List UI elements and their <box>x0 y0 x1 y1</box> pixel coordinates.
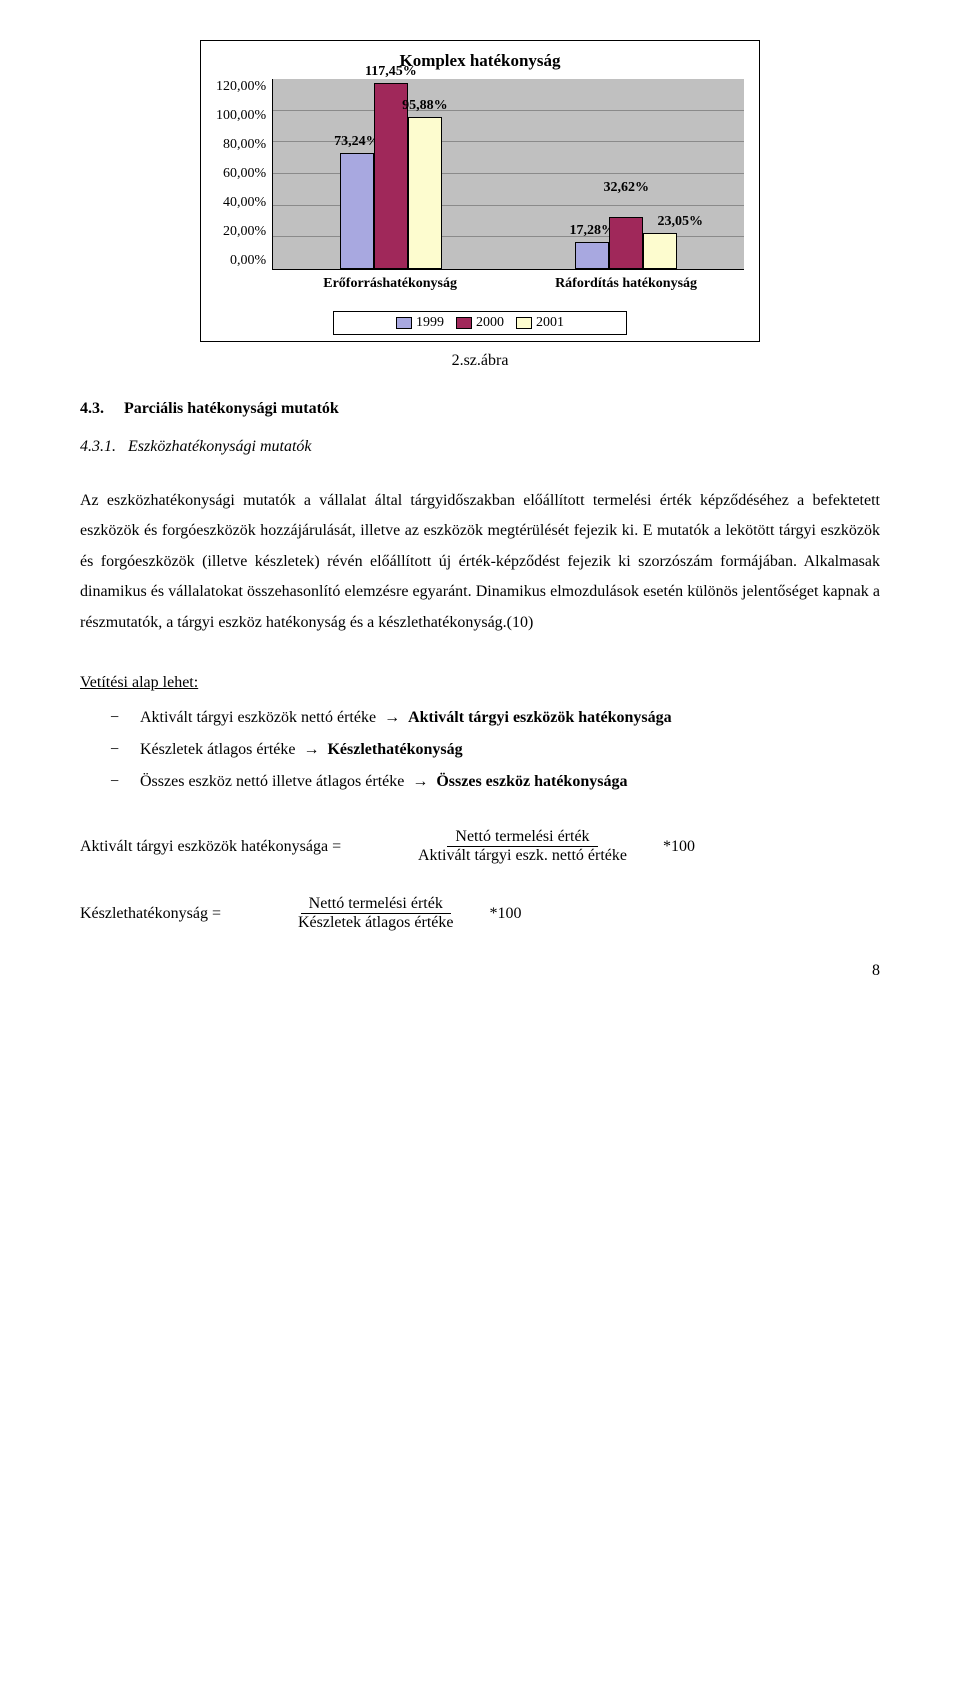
legend-label: 2000 <box>476 315 504 331</box>
bar: 95,88% <box>408 117 442 269</box>
list-item-left: Összes eszköz nettó illetve átlagos érté… <box>140 773 404 790</box>
list-item: Készletek átlagos értéke → Készlethatéko… <box>110 734 880 766</box>
list-item-right: Készlethatékonyság <box>327 741 462 758</box>
bar-value-label: 73,24% <box>334 134 380 150</box>
list-item-right: Aktivált tárgyi eszközök hatékonysága <box>408 709 672 726</box>
formula-1-numerator: Nettó termelési érték <box>447 828 597 847</box>
legend-item: 1999 <box>396 315 444 331</box>
formula-1-denominator: Aktivált tárgyi eszk. nettó értéke <box>410 847 635 865</box>
legend-swatch <box>456 317 472 329</box>
bar: 73,24% <box>340 153 374 269</box>
chart-body: 120,00% 100,00% 80,00% 60,00% 40,00% 20,00% 0,… <box>216 79 744 299</box>
subsection-number: 4.3.1. <box>80 438 116 455</box>
figure-caption: 2.sz.ábra <box>80 352 880 370</box>
y-tick: 100,00% <box>216 108 266 124</box>
formula-1-lhs: Aktivált tárgyi eszközök hatékonysága = <box>80 838 400 856</box>
y-tick: 0,00% <box>230 253 266 269</box>
formula-1: Aktivált tárgyi eszközök hatékonysága = … <box>80 828 880 865</box>
formula-2-denominator: Készletek átlagos értéke <box>290 914 461 932</box>
bar-value-label: 32,62% <box>604 180 650 196</box>
x-tick: Erőforráshatékonyság <box>272 276 508 292</box>
formula-1-suffix: *100 <box>663 838 695 856</box>
legend-item: 2000 <box>456 315 504 331</box>
legend-swatch <box>516 317 532 329</box>
bar-group: 73,24%117,45%95,88% <box>273 79 508 269</box>
chart-frame: Komplex hatékonyság 120,00% 100,00% 80,00%… <box>200 40 760 342</box>
arrow-icon: → <box>380 709 404 726</box>
legend: 1999 2000 2001 <box>333 311 627 335</box>
bar: 17,28% <box>575 242 609 269</box>
list-item-left: Készletek átlagos értéke <box>140 741 295 758</box>
formula-2-fraction: Nettó termelési érték Készletek átlagos … <box>290 895 461 932</box>
y-tick: 40,00% <box>223 195 266 211</box>
section-heading: 4.3. Parciális hatékonysági mutatók <box>80 400 880 418</box>
subsection-heading: 4.3.1. Eszközhatékonysági mutatók <box>80 438 880 456</box>
bullet-list: Aktivált tárgyi eszközök nettó értéke → … <box>80 702 880 798</box>
subsection-title: Eszközhatékonysági mutatók <box>128 438 312 455</box>
formula-2-numerator: Nettó termelési érték <box>301 895 451 914</box>
y-tick: 120,00% <box>216 79 266 95</box>
y-tick: 20,00% <box>223 224 266 240</box>
formula-1-fraction: Nettó termelési érték Aktivált tárgyi es… <box>410 828 635 865</box>
legend-swatch <box>396 317 412 329</box>
list-item: Összes eszköz nettó illetve átlagos érté… <box>110 766 880 798</box>
list-item: Aktivált tárgyi eszközök nettó értéke → … <box>110 702 880 734</box>
arrow-icon: → <box>408 773 432 790</box>
x-axis: ErőforráshatékonyságRáfordítás hatékonys… <box>272 276 744 292</box>
y-axis: 120,00% 100,00% 80,00% 60,00% 40,00% 20,00% 0,… <box>216 79 272 269</box>
section-title: Parciális hatékonysági mutatók <box>124 400 339 417</box>
chart-title: Komplex hatékonyság <box>216 51 744 71</box>
formula-2: Készlethatékonyság = Nettó termelési ért… <box>80 895 880 932</box>
x-tick: Ráfordítás hatékonyság <box>508 276 744 292</box>
bar-group: 17,28%32,62%23,05% <box>509 79 744 269</box>
list-item-right: Összes eszköz hatékonysága <box>436 773 627 790</box>
bar-value-label: 17,28% <box>570 223 616 239</box>
section-number: 4.3. <box>80 400 104 417</box>
legend-label: 2001 <box>536 315 564 331</box>
paragraph-1: Az eszközhatékonysági mutatók a vállalat… <box>80 486 880 638</box>
y-tick: 60,00% <box>223 166 266 182</box>
formula-2-lhs: Készlethatékonyság = <box>80 905 280 923</box>
bar: 23,05% <box>643 233 677 269</box>
y-tick: 80,00% <box>223 137 266 153</box>
bar-value-label: 117,45% <box>365 64 417 80</box>
plot-area: 73,24%117,45%95,88%17,28%32,62%23,05% <box>272 79 744 270</box>
list-item-left: Aktivált tárgyi eszközök nettó értéke <box>140 709 376 726</box>
page-number: 8 <box>80 962 880 980</box>
legend-item: 2001 <box>516 315 564 331</box>
arrow-icon: → <box>299 741 323 758</box>
list-heading: Vetítési alap lehet: <box>80 668 880 698</box>
bar-value-label: 95,88% <box>402 98 448 114</box>
legend-label: 1999 <box>416 315 444 331</box>
bar-value-label: 23,05% <box>658 214 704 230</box>
bar: 32,62% <box>609 217 643 269</box>
formula-2-suffix: *100 <box>489 905 521 923</box>
